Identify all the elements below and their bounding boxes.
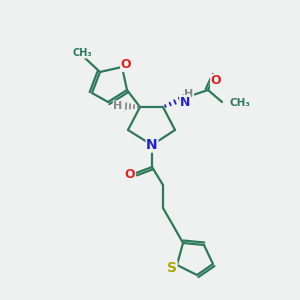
Text: CH₃: CH₃	[72, 48, 92, 58]
Text: H: H	[184, 89, 194, 99]
Text: CH₃: CH₃	[230, 98, 251, 108]
Text: N: N	[146, 138, 158, 152]
Text: N: N	[180, 95, 190, 109]
Text: O: O	[121, 58, 131, 71]
Text: H: H	[113, 101, 123, 111]
Text: S: S	[167, 261, 177, 275]
Text: O: O	[211, 74, 221, 88]
Text: O: O	[125, 169, 135, 182]
